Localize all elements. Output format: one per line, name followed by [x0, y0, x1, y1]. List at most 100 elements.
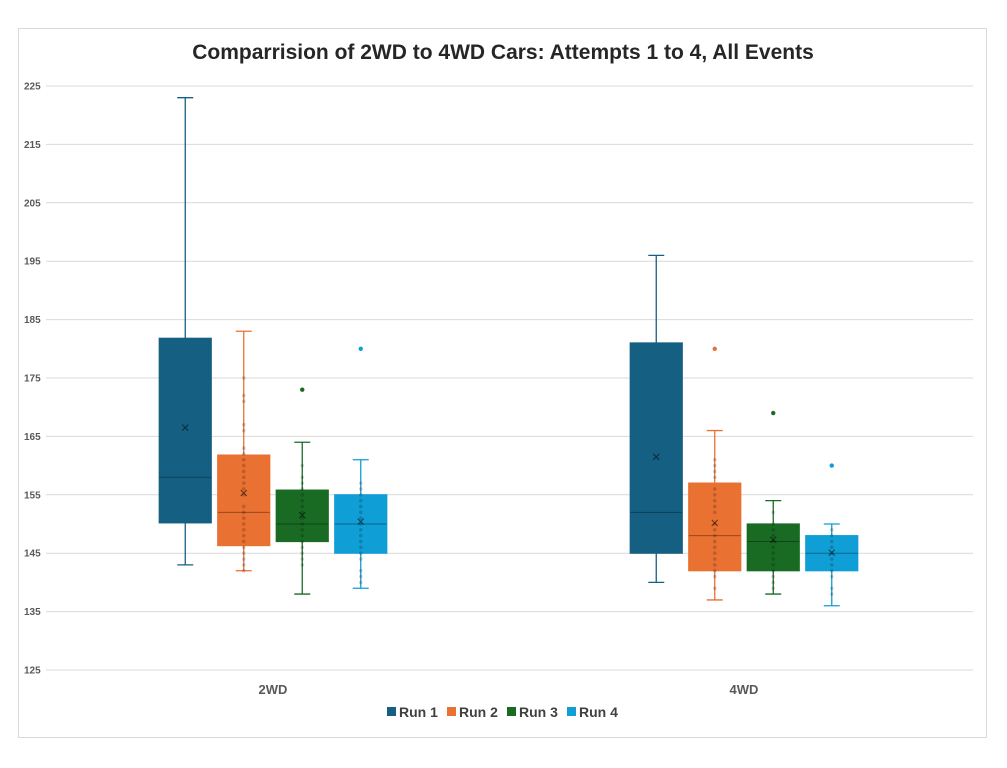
legend-item: Run 3 — [507, 704, 558, 720]
data-point — [358, 516, 363, 520]
data-point — [241, 522, 246, 526]
mean-marker — [769, 536, 777, 544]
mean-marker — [357, 518, 365, 526]
y-tick-label: 195 — [24, 257, 41, 268]
outlier-point — [771, 410, 776, 416]
data-point — [829, 539, 834, 544]
data-point — [241, 487, 246, 491]
chart-area: Comparrision of 2WD to 4WD Cars: Attempt… — [18, 28, 987, 738]
data-point — [358, 574, 363, 579]
outlier-point — [829, 463, 834, 468]
data-point — [712, 586, 717, 591]
legend-item: Run 2 — [447, 704, 498, 720]
data-point — [829, 574, 834, 579]
data-point — [241, 452, 246, 456]
box-run-2-2wd — [217, 330, 271, 573]
data-point — [241, 376, 246, 380]
data-point — [241, 551, 246, 555]
data-point — [241, 475, 246, 480]
data-point — [712, 469, 717, 474]
data-point — [241, 399, 246, 404]
chart-title: Comparrision of 2WD to 4WD Cars: Attempt… — [192, 41, 814, 64]
data-point — [300, 481, 305, 485]
data-point — [829, 545, 834, 550]
data-point — [300, 563, 305, 567]
legend: Run 1 Run 2 Run 3 Run 4 — [387, 704, 618, 720]
data-point — [358, 551, 363, 555]
data-point — [712, 510, 717, 515]
data-point — [300, 516, 305, 520]
x-category-label: 2WD — [259, 682, 288, 697]
data-point — [300, 545, 305, 550]
data-point — [771, 551, 776, 555]
data-point — [300, 493, 305, 497]
data-point — [771, 528, 776, 532]
legend-swatch — [567, 707, 576, 716]
data-point — [241, 568, 246, 573]
data-point — [829, 528, 834, 532]
data-point — [300, 498, 305, 503]
data-point — [300, 510, 305, 515]
data-point — [829, 592, 834, 596]
data-point — [712, 563, 717, 567]
x-category-label: 4WD — [730, 682, 759, 697]
data-point — [358, 557, 363, 561]
mean-marker — [711, 519, 719, 527]
box-run-4-2wd — [334, 346, 388, 589]
data-point — [358, 504, 363, 509]
y-tick-label: 145 — [24, 549, 41, 560]
data-point — [358, 580, 363, 585]
data-point — [241, 446, 246, 450]
data-point — [712, 545, 717, 550]
data-point — [771, 586, 776, 591]
data-point — [771, 580, 776, 585]
mean-marker — [181, 424, 189, 432]
iqr-box — [688, 482, 742, 572]
data-point — [358, 493, 363, 497]
data-point — [241, 563, 246, 567]
mean-marker — [828, 549, 836, 557]
data-point — [712, 557, 717, 561]
iqr-box — [217, 454, 271, 547]
y-tick-label: 155 — [24, 490, 41, 501]
data-point — [358, 533, 363, 538]
y-tick-label: 215 — [24, 140, 41, 151]
box-run-4-4wd — [805, 463, 859, 607]
data-point — [358, 545, 363, 550]
y-tick-label: 135 — [24, 607, 41, 618]
data-point — [300, 551, 305, 555]
data-point — [358, 510, 363, 515]
chart: Comparrision of 2WD to 4WD Cars: Attempt… — [24, 41, 973, 720]
iqr-box — [334, 494, 388, 554]
y-tick-label: 185 — [24, 315, 41, 326]
box-run-3-2wd — [275, 387, 329, 595]
legend-label: Run 1 — [399, 704, 438, 720]
data-point — [712, 487, 717, 491]
data-point — [300, 528, 305, 532]
data-point — [241, 528, 246, 532]
data-point — [829, 568, 834, 573]
y-tick-label: 225 — [24, 82, 41, 93]
data-point — [829, 533, 834, 538]
data-point — [358, 568, 363, 573]
data-point — [712, 528, 717, 532]
mean-marker — [298, 511, 306, 519]
data-point — [241, 545, 246, 550]
data-point — [712, 568, 717, 573]
data-point — [241, 428, 246, 433]
data-point — [771, 563, 776, 567]
box-run-1-2wd — [158, 97, 212, 566]
data-point — [358, 528, 363, 532]
data-point — [712, 463, 717, 468]
legend-swatch — [387, 707, 396, 716]
box-run-3-4wd — [746, 410, 800, 595]
legend-item: Run 4 — [567, 704, 618, 720]
data-point — [241, 463, 246, 468]
data-point — [771, 574, 776, 579]
data-point — [712, 551, 717, 555]
data-point — [300, 475, 305, 480]
data-point — [358, 487, 363, 491]
outlier-point — [712, 346, 717, 351]
data-point — [300, 522, 305, 526]
data-point — [712, 539, 717, 544]
